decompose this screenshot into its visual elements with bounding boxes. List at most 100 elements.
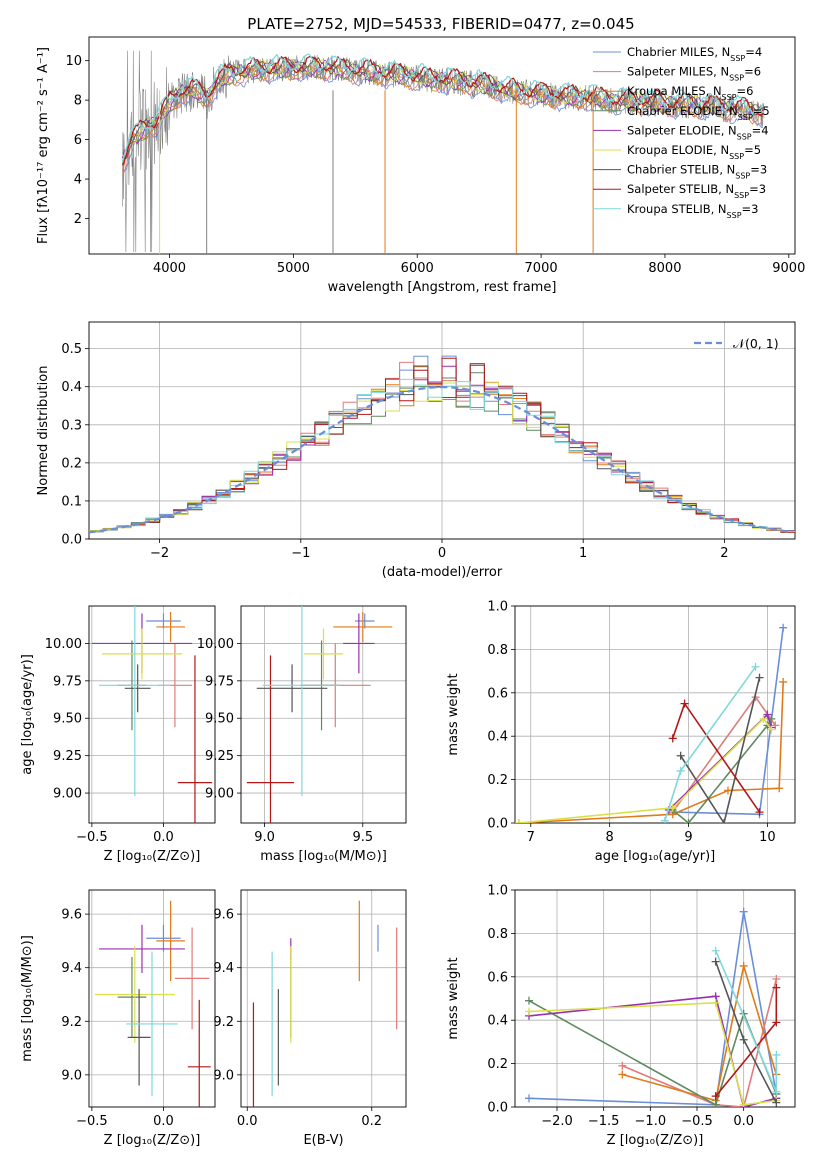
spectrum-axes: 4000 5000 6000 7000 8000 9000 2 4 6 8 10 wavelength… (36, 36, 805, 295)
errorbar-point-salpeter-miles (174, 927, 210, 1030)
legend-label: Salpeter ELODIE, NSSP=4 (627, 123, 769, 141)
weight-line-kroupa-miles (622, 965, 778, 1102)
weight-marker (525, 1094, 533, 1103)
errorbar-point-salpeter-elodie (99, 924, 185, 974)
x-tick-label: 7 (527, 830, 535, 845)
residual-histogram-axes: −2 −1 0 1 2 0.0 0.1 0.2 0.3 0.4 0.5 (data-model)/er… (36, 321, 796, 580)
x-tick-label: 10 (759, 830, 776, 845)
weight-marker (711, 998, 720, 1007)
y-tick-label: 9.00 (205, 787, 234, 802)
weight-marker (779, 677, 788, 686)
weight-marker (684, 819, 693, 823)
x-tick-label: 0.0 (153, 1114, 174, 1129)
x-axis-label: (data-model)/error (382, 565, 503, 580)
age-vs-z-axes: −0.5 0.0 9.00 9.25 9.50 9.75 10.00 Z [log₁₀(Z/Z… (20, 605, 216, 864)
weight-marker (775, 784, 784, 793)
legend-label: Salpeter STELIB, NSSP=3 (627, 182, 766, 200)
errorbar-point-kroupa-miles (156, 900, 185, 982)
x-tick-label: −1.5 (588, 1114, 620, 1129)
weight-marker (759, 714, 768, 723)
y-axis-label: mass weight (446, 957, 461, 1039)
weight-marker (767, 725, 776, 734)
plot-area (91, 606, 213, 823)
plot-area (89, 355, 795, 534)
histogram-legend: 𝒩(0, 1) (694, 336, 779, 351)
x-tick-label: 2 (720, 546, 728, 561)
weight-marker (711, 957, 720, 966)
grid-lines (89, 606, 215, 823)
grid-lines (515, 605, 795, 824)
weight-line-chabrier-stelib (679, 677, 761, 823)
y-tick-label: 0.4 (487, 1014, 508, 1029)
weight-line-kroupa-miles (518, 681, 784, 823)
y-tick-label: 0.2 (61, 456, 82, 471)
x-tick-label: 9.0 (254, 830, 275, 845)
legend-label: Chabrier MILES, NSSP=4 (627, 45, 762, 63)
model-spectrum-kroupa-stelib (121, 53, 764, 163)
y-tick-label: 6 (74, 133, 82, 148)
y-tick-label: 0.1 (61, 494, 82, 509)
weight-line-chabrier-miles (672, 627, 784, 816)
weight-marker (680, 699, 689, 708)
y-tick-label: 9.2 (61, 1015, 82, 1030)
y-tick-label: 8 (74, 94, 82, 109)
y-tick-label: 10 (65, 54, 82, 69)
plot-area (94, 900, 211, 1107)
weight-marker (676, 766, 685, 775)
y-tick-label: 9.50 (205, 712, 234, 727)
axes-frame (514, 889, 796, 1108)
weight-marker (772, 983, 781, 992)
x-tick-label: 0.2 (361, 1114, 382, 1129)
grid-lines (241, 890, 406, 1107)
weight-marker (676, 751, 685, 760)
errorbar-point-chabrier-miles (146, 924, 181, 952)
x-tick-label: 8000 (648, 261, 681, 276)
y-tick-label: 1.0 (487, 884, 508, 899)
errorbar-point-kroupa-elodie (303, 628, 344, 680)
errorbar-point-kroupa-stelib (262, 606, 342, 797)
y-axis-label: Normed distribution (36, 366, 51, 496)
y-tick-label: 0.2 (487, 1057, 508, 1072)
y-tick-label: 4 (74, 173, 82, 188)
weight-marker (618, 1061, 627, 1070)
legend-label: 𝒩(0, 1) (733, 336, 779, 351)
y-tick-label: 9.75 (53, 674, 82, 689)
y-tick-label: 10.00 (197, 637, 234, 652)
errorbar-point-chabrier-miles (146, 613, 181, 629)
weight-marker (739, 1100, 748, 1107)
weight-line-chabrier-miles (528, 911, 778, 1106)
weight-marker (668, 803, 677, 812)
mass-vs-z-axes: −0.5 0.0 9.0 9.2 9.4 9.6 Z [log₁₀(Z/Z⊙)] mass [… (20, 889, 216, 1148)
plot-area (121, 50, 765, 254)
y-tick-label: 0.0 (487, 817, 508, 832)
legend-label: Chabrier ELODIE, NSSP=5 (627, 104, 770, 122)
model-spectrum-salpeter-stelib (121, 55, 764, 166)
x-tick-label: 9.5 (352, 830, 373, 845)
errorbar-point-chabrier-miles (354, 613, 375, 629)
x-tick-label: 0 (438, 546, 446, 561)
weight-marker (618, 1070, 627, 1079)
x-axis-label: Z [log₁₀(Z/Z⊙)] (104, 1133, 201, 1148)
weight-line-kroupa-elodie (528, 1001, 777, 1106)
y-tick-label: 0.6 (487, 970, 508, 985)
axes-frame (240, 889, 407, 1108)
weight-marker (668, 734, 677, 743)
y-tick-label: 9.25 (53, 749, 82, 764)
y-tick-label: 9.4 (213, 961, 234, 976)
y-axis-label: mass [log₁₀(M/M⊙)] (20, 935, 35, 1062)
errorbar-point-chabrier-stelib (124, 664, 151, 713)
errorbar-point-kroupa-miles (156, 611, 185, 642)
age-vs-mass-axes: 9.0 9.5 9.00 9.25 9.50 9.75 10.00 mass [log₁₀(M… (197, 605, 407, 864)
weight-marker (751, 662, 760, 671)
y-tick-label: 0.6 (487, 686, 508, 701)
mass-vs-ebv-axes: 0.0 0.2 9.0 9.2 9.4 9.6 E(B-V) (213, 889, 407, 1148)
y-tick-label: 0.5 (61, 342, 82, 357)
weight-marker (660, 816, 669, 823)
mass-weight-vs-age-axes: 7 8 9 10 0.0 0.2 0.4 0.6 0.8 1.0 age [log₁₀(age/yr… (446, 600, 796, 864)
errorbar-point-kroupa-stelib (126, 951, 178, 1097)
weight-marker (739, 1035, 748, 1044)
histogram-kroupa-stelib (89, 378, 795, 533)
y-tick-label: 9.6 (213, 908, 234, 923)
x-tick-label: −1.0 (635, 1114, 667, 1129)
x-axis-label: Z [log₁₀(Z/Z⊙)] (607, 1133, 704, 1148)
